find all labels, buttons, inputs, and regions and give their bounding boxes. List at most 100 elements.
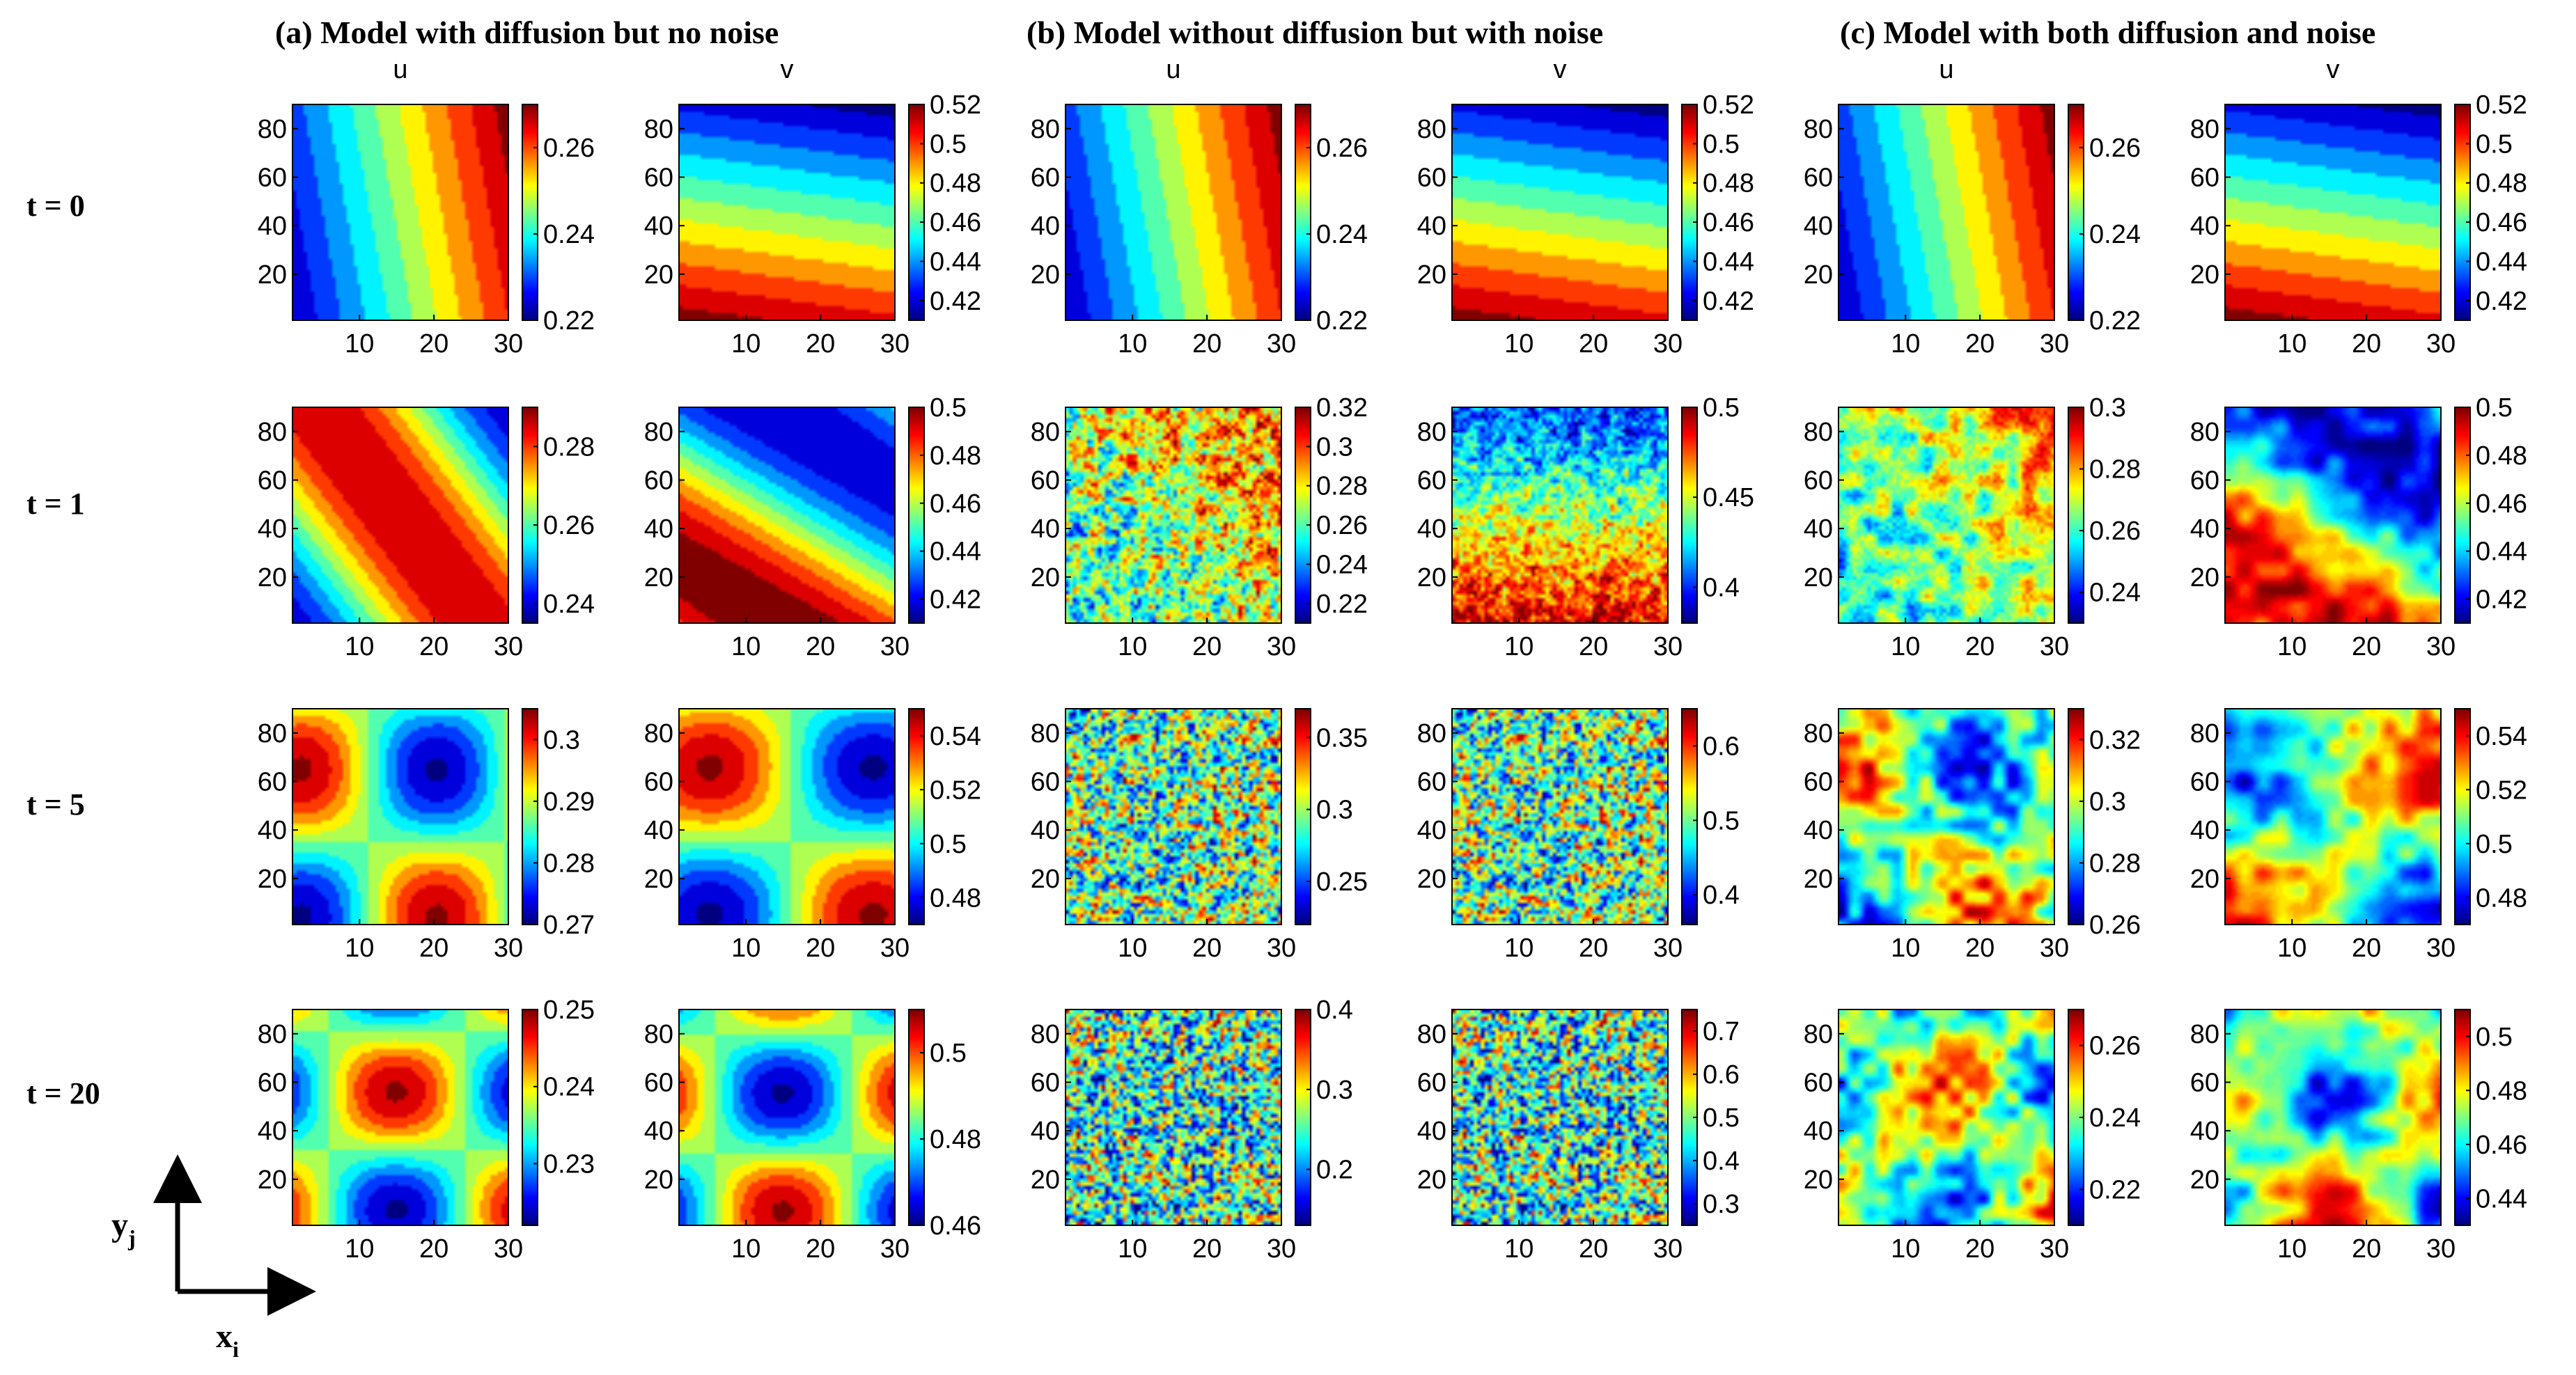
colorbar	[1682, 407, 1697, 623]
y-tick-label: 20	[1804, 260, 1833, 290]
colorbar-tick-label: 0.5	[930, 830, 967, 859]
colorbar-tick-label: 0.5	[930, 1039, 967, 1068]
colorbar-tick-label: 0.2	[1316, 1156, 1353, 1185]
y-tick-label: 20	[644, 563, 673, 592]
group-title-c: (c) Model with both diffusion and noise	[1840, 15, 2375, 50]
y-axis-label-sub: j	[127, 1225, 136, 1250]
x-tick-label: 20	[419, 329, 448, 359]
colorbar-tick-label: 0.6	[1703, 732, 1740, 761]
heatmap-image	[1065, 104, 1281, 320]
plot-frame	[1065, 407, 1282, 624]
panel-b-v-t2: 10 20 30 20 40 60 80 0.4 0.5 0.6	[1417, 708, 1740, 963]
colorbar-frame	[908, 104, 925, 321]
colorbar	[522, 104, 538, 320]
colorbar-tick-label: 0.42	[930, 586, 981, 615]
plot-frame	[1838, 1009, 2055, 1226]
plot-frame	[1065, 708, 1282, 925]
plot-frame	[678, 708, 896, 925]
colorbar-frame	[908, 708, 925, 925]
x-tick-label: 10	[2277, 1234, 2306, 1264]
colorbar-tick-label: 0.4	[1703, 881, 1740, 910]
panel-b-v-t0: 10 20 30 20 40 60 80 0.42 0.44 0.46 0.48 0.5 0.52	[1417, 91, 1754, 359]
colorbar-tick-label: 0.52	[2476, 776, 2527, 805]
colorbar-tick-label: 0.5	[2476, 1023, 2513, 1052]
colorbar	[1295, 407, 1311, 623]
x-tick-label: 30	[2426, 329, 2456, 359]
y-tick-label: 80	[1031, 418, 1060, 447]
y-tick-label: 80	[644, 418, 673, 447]
y-tick-label: 60	[258, 767, 287, 796]
colorbar-tick-label: 0.32	[2089, 725, 2141, 755]
colorbar-tick-label: 0.24	[543, 590, 595, 619]
colorbar-tick-label: 0.22	[2089, 1175, 2141, 1204]
x-tick-label: 30	[880, 329, 910, 359]
y-tick-label: 80	[1804, 418, 1833, 447]
heatmap-image	[679, 1009, 895, 1225]
heatmap-image	[292, 1009, 508, 1225]
colorbar-tick-label: 0.24	[1316, 550, 1368, 579]
y-tick-label: 80	[1031, 115, 1060, 144]
colorbar-tick-label: 0.4	[1703, 1147, 1740, 1176]
colorbar-tick-label: 0.24	[543, 1073, 595, 1102]
colorbar	[522, 709, 538, 925]
panel-a-v-t1: 10 20 30 20 40 60 80 0.42 0.44 0.46 0.48 0.5	[644, 393, 981, 661]
colorbar-tick-label: 0.48	[930, 441, 981, 471]
field-label-b-v: v	[1554, 55, 1567, 84]
colorbar-frame	[1295, 104, 1311, 321]
y-tick-label: 60	[644, 163, 673, 192]
field-label-a-u: u	[393, 55, 407, 84]
x-tick-label: 30	[2426, 934, 2456, 963]
x-tick-label: 10	[345, 934, 374, 963]
colorbar-tick-label: 0.46	[930, 208, 981, 237]
x-tick-label: 10	[345, 632, 374, 661]
x-tick-label: 30	[880, 632, 910, 661]
y-tick-label: 60	[644, 1068, 673, 1097]
colorbar-tick-label: 0.5	[1703, 1103, 1740, 1133]
y-tick-label: 20	[1031, 260, 1060, 290]
colorbar-tick-label: 0.3	[1316, 796, 1353, 825]
panel-c-u-t3: 10 20 30 20 40 60 80 0.22 0.24 0.26	[1804, 1009, 2141, 1264]
x-tick-label: 20	[1192, 1234, 1221, 1264]
colorbar-tick-label: 0.24	[2089, 579, 2141, 608]
x-tick-label: 30	[494, 329, 523, 359]
colorbar-tick-label: 0.44	[2476, 247, 2527, 276]
colorbar-tick-label: 0.3	[2089, 393, 2126, 423]
colorbar-tick-label: 0.52	[930, 91, 981, 120]
heatmap-image	[1065, 407, 1281, 623]
y-tick-label: 20	[258, 865, 287, 894]
y-tick-label: 40	[1031, 212, 1060, 241]
x-tick-label: 10	[731, 934, 760, 963]
x-tick-label: 30	[2040, 1234, 2069, 1264]
y-tick-label: 40	[1804, 816, 1833, 845]
plot-frame	[1451, 1009, 1669, 1226]
y-tick-label: 80	[258, 418, 287, 447]
x-tick-label: 10	[345, 1234, 374, 1264]
row-label-t20: t = 20	[26, 1076, 100, 1110]
y-tick-label: 40	[644, 1117, 673, 1146]
colorbar-tick-label: 0.24	[2089, 1103, 2141, 1133]
x-tick-label: 20	[1965, 934, 1995, 963]
colorbar-tick-label: 0.3	[2089, 787, 2126, 817]
y-tick-label: 40	[2190, 1117, 2219, 1146]
colorbar-tick-label: 0.22	[1316, 590, 1368, 619]
colorbar-tick-label: 0.28	[543, 432, 595, 462]
colorbar-tick-label: 0.26	[543, 511, 595, 540]
y-tick-label: 20	[644, 1165, 673, 1195]
x-tick-label: 20	[806, 329, 835, 359]
panel-c-v-t3: 10 20 30 20 40 60 80 0.44 0.46 0.48 0.5	[2190, 1009, 2527, 1264]
row-label-t1: t = 1	[26, 487, 85, 521]
y-tick-label: 40	[1804, 514, 1833, 544]
y-tick-label: 20	[2190, 1165, 2219, 1195]
panel-a-v-t0: 10 20 30 20 40 60 80 0.42 0.44 0.46 0.48 0.5 0.52	[644, 91, 981, 359]
colorbar	[2068, 1009, 2084, 1225]
panels-layer: 10 20 30 20 40 60 80 0.22 0.24 0.26 10 20 30 20 40 60 80…	[258, 91, 2527, 1264]
x-tick-label: 10	[731, 329, 760, 359]
colorbar	[2455, 709, 2470, 925]
colorbar	[2068, 709, 2084, 925]
colorbar-tick-label: 0.48	[2476, 441, 2527, 471]
panel-a-v-t3: 10 20 30 20 40 60 80 0.46 0.48 0.5	[644, 1009, 981, 1264]
panel-b-v-t3: 10 20 30 20 40 60 80 0.3 0.4 0.5 0.6 0.7	[1417, 1009, 1740, 1264]
x-tick-label: 30	[2040, 632, 2069, 661]
colorbar-tick-label: 0.3	[1703, 1190, 1740, 1219]
colorbar-tick-label: 0.28	[2089, 849, 2141, 878]
